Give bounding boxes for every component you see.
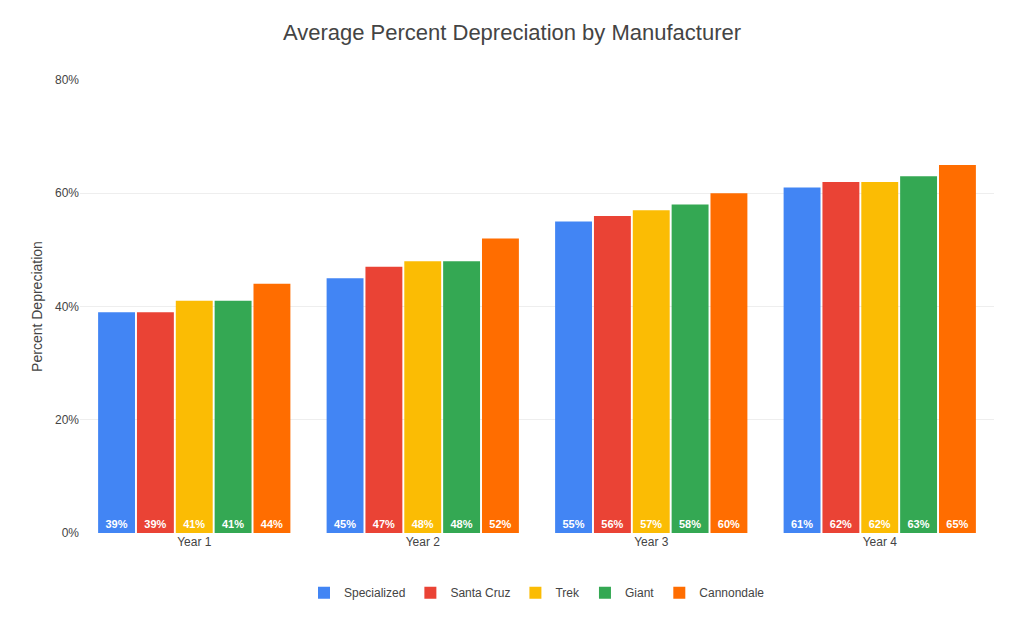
svg-text:60%: 60% [718,518,740,530]
svg-text:Year 3: Year 3 [634,535,669,549]
svg-text:62%: 62% [869,518,891,530]
svg-text:52%: 52% [489,518,511,530]
svg-text:56%: 56% [601,518,623,530]
svg-text:Year 1: Year 1 [177,535,212,549]
svg-text:47%: 47% [373,518,395,530]
svg-text:63%: 63% [907,518,929,530]
svg-text:Percent Depreciation: Percent Depreciation [29,241,45,372]
svg-text:Year 2: Year 2 [406,535,441,549]
svg-text:0%: 0% [62,526,80,540]
svg-text:Santa Cruz: Santa Cruz [450,586,510,600]
svg-text:40%: 40% [55,300,79,314]
svg-text:20%: 20% [55,413,79,427]
svg-text:Specialized: Specialized [344,586,405,600]
svg-text:Trek: Trek [555,586,580,600]
svg-text:62%: 62% [830,518,852,530]
svg-text:58%: 58% [679,518,701,530]
svg-text:57%: 57% [640,518,662,530]
svg-text:Average Percent Depreciation b: Average Percent Depreciation by Manufact… [283,20,741,45]
svg-text:45%: 45% [334,518,356,530]
svg-text:60%: 60% [55,186,79,200]
svg-text:41%: 41% [183,518,205,530]
svg-text:61%: 61% [791,518,813,530]
svg-text:Giant: Giant [625,586,654,600]
svg-text:48%: 48% [450,518,472,530]
svg-text:80%: 80% [55,73,79,87]
svg-text:39%: 39% [105,518,127,530]
svg-text:39%: 39% [144,518,166,530]
svg-text:Cannondale: Cannondale [699,586,764,600]
svg-text:Year 4: Year 4 [863,535,898,549]
svg-text:48%: 48% [412,518,434,530]
svg-text:44%: 44% [261,518,283,530]
svg-text:41%: 41% [222,518,244,530]
svg-text:65%: 65% [946,518,968,530]
svg-text:55%: 55% [562,518,584,530]
